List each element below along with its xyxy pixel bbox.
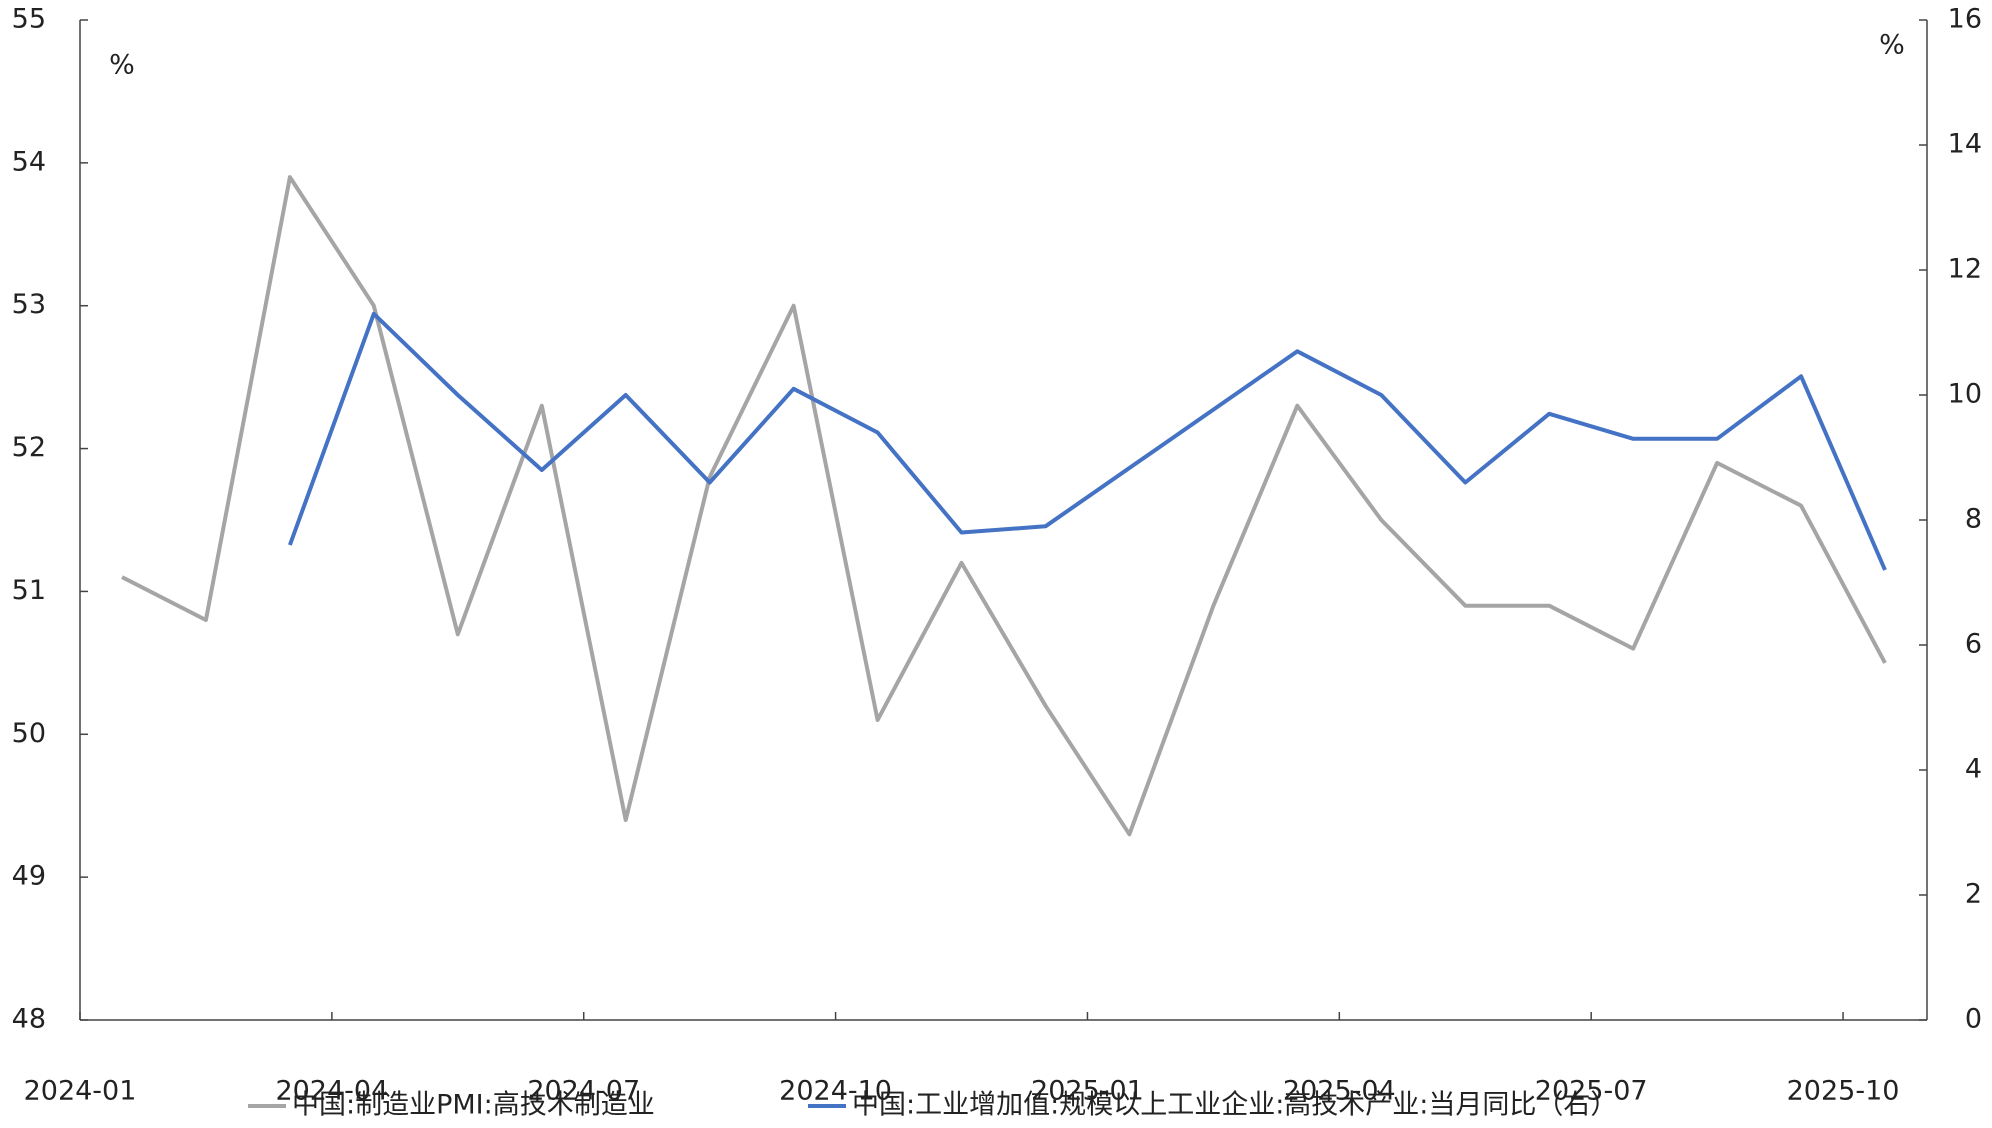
y-tick-label: 48 [12,1004,46,1035]
y2-tick-label: 12 [1948,254,1982,285]
y-tick-label: 50 [12,718,46,749]
y-tick-label: 49 [12,861,46,892]
x-tick-label: 2025-10 [1787,1076,1900,1107]
legend-label: 中国:工业增加值:规模以上工业企业:高技术产业:当月同比（右） [852,1090,1617,1121]
y-tick-label: 54 [12,146,46,177]
y-unit: % [109,50,135,81]
x-tick-label: 2025-04 [1283,1076,1396,1107]
y2-tick-label: 2 [1965,879,1982,910]
x-tick-label: 2024-07 [527,1076,640,1107]
y2-tick-label: 0 [1965,1004,1982,1035]
y2-tick-label: 10 [1948,379,1982,410]
y-tick-label: 52 [12,432,46,463]
x-tick-label: 2025-01 [1031,1076,1144,1107]
y-tick-label: 51 [12,575,46,606]
y2-tick-label: 6 [1965,629,1982,660]
legend-label: 中国:制造业PMI:高技术制造业 [292,1090,655,1121]
y2-tick-label: 8 [1965,504,1982,535]
x-tick-label: 2025-07 [1535,1076,1648,1107]
y2-tick-label: 14 [1948,129,1982,160]
y-tick-label: 53 [12,289,46,320]
series-line [121,175,1887,837]
x-tick-label: 2024-10 [779,1076,892,1107]
y2-unit: % [1879,30,1905,61]
y-tick-label: 55 [12,4,46,35]
x-tick-label: 2024-04 [275,1076,388,1107]
x-tick-label: 2024-01 [24,1076,137,1107]
y2-tick-label: 4 [1965,754,1982,785]
series-line [288,311,1887,571]
y2-tick-label: 16 [1948,4,1982,35]
